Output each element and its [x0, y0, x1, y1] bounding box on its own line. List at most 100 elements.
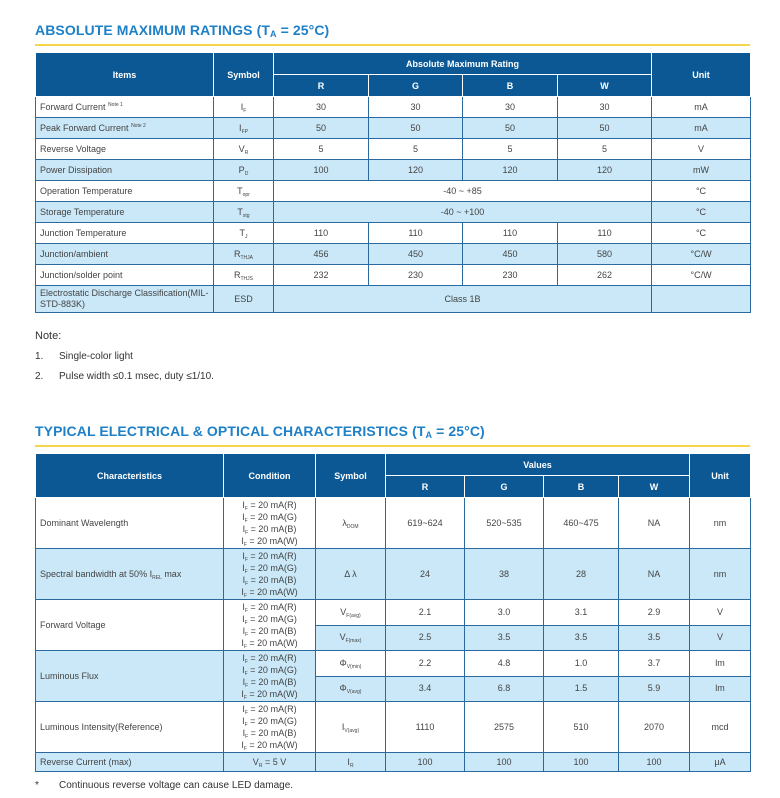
eoc-title: TYPICAL ELECTRICAL & OPTICAL CHARACTERIS… [35, 423, 485, 440]
header-rating: Absolute Maximum Rating [272, 52, 653, 75]
value-span: Class 1B [272, 285, 653, 313]
value-w: NA [617, 497, 691, 549]
value-b: 450 [462, 243, 558, 265]
header-condition: Condition [223, 453, 316, 498]
condition-line: IF = 20 mA(B) [242, 626, 297, 638]
amr-title: ABSOLUTE MAXIMUM RATINGS (TA = 25°C) [35, 22, 330, 39]
symbol: λDOM [342, 517, 359, 530]
unit: mcd [689, 701, 752, 753]
header-w: W [617, 475, 691, 498]
value-r: 2.1 [385, 599, 465, 626]
table-row: Dominant Wavelength IF = 20 mA(R) IF = 20 … [35, 497, 752, 549]
condition-line: IF = 20 mA(W) [241, 689, 298, 701]
table-row: Forward Voltage IF = 20 mA(R) IF = 20 mA(G… [35, 599, 752, 651]
value-g: 230 [368, 264, 463, 286]
symbol: IFP [239, 122, 248, 135]
condition-line: IF = 20 mA(B) [242, 728, 297, 740]
table-row: Reverse Current (max) VR = 5 V IR 100 100 100… [35, 752, 752, 772]
unit: V [689, 624, 752, 651]
value-w: 120 [556, 159, 653, 181]
symbol-cell: IFP [213, 117, 274, 139]
symbol: Tstg [237, 206, 250, 219]
condition-line: IF = 20 mA(R) [242, 551, 297, 563]
symbol: IF [240, 101, 247, 114]
value-r: 110 [273, 222, 369, 244]
header-items: Items [35, 52, 214, 97]
condition-cell: IF = 20 mA(R) IF = 20 mA(G) IF = 20 mA(B) I… [223, 701, 316, 753]
table-row: Storage Temperature Tstg -40 ~ +100 °C [35, 201, 752, 223]
unit: °C [651, 180, 752, 202]
item-name: Junction/ambient [35, 243, 214, 265]
value-g: 50 [368, 117, 463, 139]
table-row: Spectral bandwidth at 50% IREL max IF = 2… [35, 548, 752, 600]
item-name: Power Dissipation [35, 159, 214, 181]
symbol-cell: IV(avg) [315, 701, 386, 753]
header-w: W [556, 74, 653, 97]
characteristic-name: Forward Voltage [35, 599, 224, 651]
symbol-cell: ESD [213, 285, 274, 313]
value-span: -40 ~ +100 [272, 201, 653, 223]
header-characteristics: Characteristics [35, 453, 224, 498]
unit: mW [651, 159, 752, 181]
condition-cell: VR = 5 V [223, 752, 316, 772]
symbol: Topr [237, 185, 250, 198]
symbol: RTHJA [234, 248, 253, 261]
value-r: 24 [385, 548, 465, 600]
item-name: Operation Temperature [35, 180, 214, 202]
symbol-cell: TJ [213, 222, 274, 244]
symbol: ESD [234, 293, 253, 304]
header-g: G [368, 74, 463, 97]
table-row: Junction/ambient RTHJA 456 450 450 580 °C/W [35, 243, 752, 265]
characteristic-name: Dominant Wavelength [35, 497, 224, 549]
item-name: Reverse Voltage [35, 138, 214, 160]
symbol-cell: RTHJA [213, 243, 274, 265]
header-r: R [273, 74, 369, 97]
value-w: NA [617, 548, 691, 600]
unit: lm [689, 650, 752, 677]
value-r: 232 [273, 264, 369, 286]
value-g: 110 [368, 222, 463, 244]
unit: °C/W [651, 243, 752, 265]
condition-line: IF = 20 mA(W) [241, 740, 298, 752]
value-b: 5 [462, 138, 558, 160]
symbol-cell: VR [213, 138, 274, 160]
unit: V [651, 138, 752, 160]
value-w: 5.9 [617, 675, 691, 702]
header-unit: Unit [651, 52, 752, 97]
condition-line: IF = 20 mA(G) [242, 614, 297, 626]
characteristic-name: Luminous Flux [35, 650, 224, 702]
table-row: Luminous Intensity(Reference) IF = 20 mA(… [35, 701, 752, 753]
unit: mA [651, 96, 752, 118]
value-w: 5 [556, 138, 653, 160]
value-w: 50 [556, 117, 653, 139]
note-heading: Note: [35, 330, 62, 342]
value-g: 6.8 [464, 675, 544, 702]
value-b: 3.1 [543, 599, 619, 626]
condition-line: IF = 20 mA(B) [242, 524, 297, 536]
value-b: 230 [462, 264, 558, 286]
condition-line: IF = 20 mA(G) [242, 512, 297, 524]
table-row: Peak Forward Current Note 2 IFP 50 50 50 50 mA [35, 117, 752, 139]
symbol: VF(max) [339, 632, 362, 645]
value-w: 30 [556, 96, 653, 118]
unit: lm [689, 675, 752, 702]
value-g: 3.5 [464, 624, 544, 651]
table-row: Junction/solder point RTHJS 232 230 230 262 °C… [35, 264, 752, 286]
symbol: RTHJS [234, 269, 253, 282]
header-symbol: Symbol [213, 52, 274, 97]
value-w: 262 [556, 264, 653, 286]
absolute-max-ratings-table: Items Symbol Absolute Maximum Rating Unit R… [35, 52, 752, 313]
value-r: 5 [273, 138, 369, 160]
condition-line: IF = 20 mA(G) [242, 716, 297, 728]
unit: mA [651, 117, 752, 139]
value-g: 100 [464, 752, 544, 772]
condition-line: IF = 20 mA(B) [242, 575, 297, 587]
table-row: Electrostatic Discharge Classification(M… [35, 285, 752, 313]
symbol-cell: Δ λ [315, 548, 386, 600]
symbol-cell: λDOM [315, 497, 386, 549]
symbol: VF(avg) [340, 606, 361, 619]
table-row: VF(max) 2.5 3.5 3.5 3.5 V [36, 624, 752, 651]
symbol-cell: Topr [213, 180, 274, 202]
condition-cell: IF = 20 mA(R) IF = 20 mA(G) IF = 20 mA(B) I… [223, 548, 316, 600]
table-row: Junction Temperature TJ 110 110 110 110 °C [35, 222, 752, 244]
